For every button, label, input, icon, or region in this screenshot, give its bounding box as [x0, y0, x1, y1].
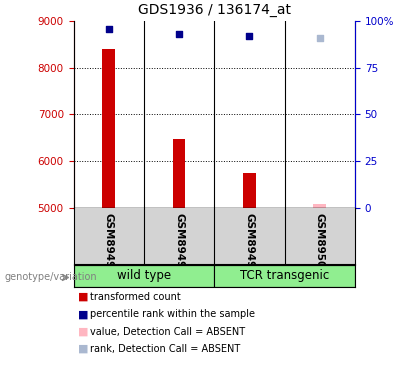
Point [105, 26, 112, 32]
Bar [74, 265, 214, 287]
Text: ■: ■ [78, 327, 88, 336]
Point [246, 33, 253, 39]
Point [176, 31, 182, 37]
Text: ■: ■ [78, 309, 88, 319]
Bar [173, 139, 185, 208]
Text: GSM89499: GSM89499 [244, 213, 255, 275]
Text: GSM89497: GSM89497 [104, 213, 114, 275]
Point [316, 34, 323, 40]
Text: genotype/variation: genotype/variation [4, 272, 97, 282]
Text: ■: ■ [78, 344, 88, 354]
Text: value, Detection Call = ABSENT: value, Detection Call = ABSENT [90, 327, 245, 336]
Text: transformed count: transformed count [90, 292, 181, 302]
Text: GSM89498: GSM89498 [174, 213, 184, 275]
Bar [243, 173, 256, 208]
Text: rank, Detection Call = ABSENT: rank, Detection Call = ABSENT [90, 344, 241, 354]
Bar [102, 49, 115, 208]
Bar [214, 265, 355, 287]
Text: ■: ■ [78, 292, 88, 302]
Title: GDS1936 / 136174_at: GDS1936 / 136174_at [138, 3, 291, 17]
Text: TCR transgenic: TCR transgenic [240, 270, 329, 282]
Text: percentile rank within the sample: percentile rank within the sample [90, 309, 255, 319]
Text: GSM89500: GSM89500 [315, 213, 325, 275]
Bar [313, 204, 326, 208]
Text: wild type: wild type [117, 270, 171, 282]
